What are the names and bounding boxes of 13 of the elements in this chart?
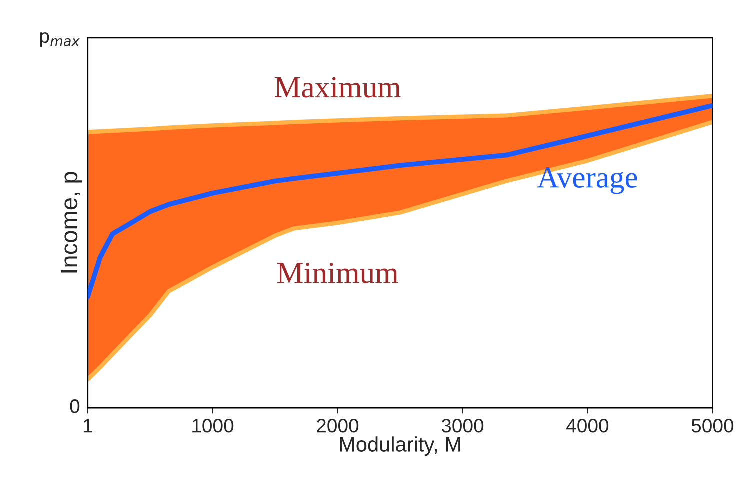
y-axis-title: Income, p [61,172,82,273]
x-tick-label: 3000 [442,419,484,433]
x-tick-label: 2000 [317,419,359,433]
text: p$_{max}$ [40,32,80,47]
x-tick-label: 1 [84,419,92,433]
x-tick-label: 1000 [192,419,234,433]
series-label: Minimum [277,262,398,284]
text: 0 [70,400,80,414]
x-tick-label: 5000 [692,419,734,433]
series-label: Average [537,168,638,194]
series-label: Maximum [274,77,401,98]
x-tick-label: 4000 [566,419,609,433]
x-axis-title: Modularity, M [340,436,460,456]
